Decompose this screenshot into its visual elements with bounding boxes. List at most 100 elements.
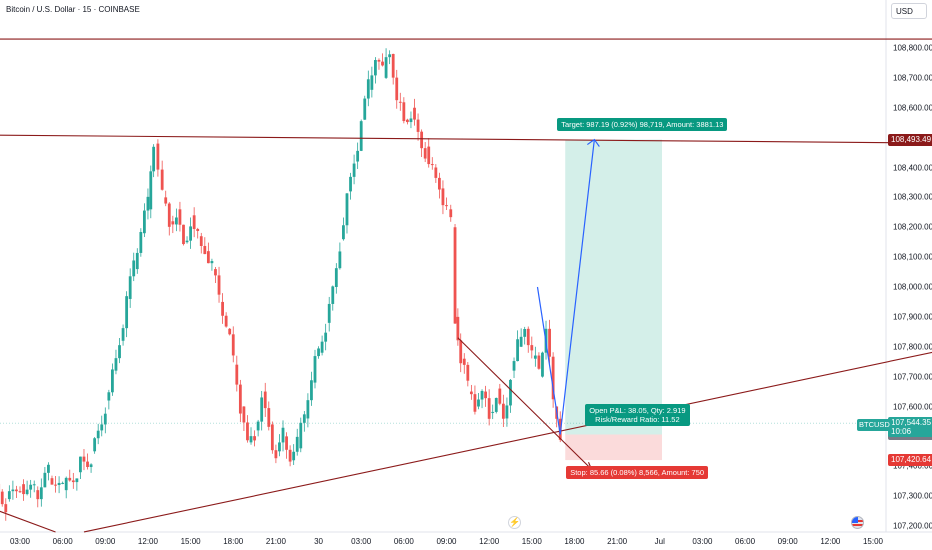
candle-body (324, 332, 328, 342)
y-tick-label: 107,800.00 (893, 342, 932, 352)
candle-body (349, 176, 352, 192)
candle-body (469, 391, 473, 395)
candle-body (196, 228, 200, 232)
y-tick-label: 108,600.00 (893, 103, 932, 113)
candle-body (121, 328, 125, 341)
candle-body (480, 390, 484, 400)
candle-body (537, 355, 541, 369)
lightning-icon[interactable]: ⚡ (508, 516, 521, 529)
candle-body (456, 316, 460, 341)
candle-body (430, 164, 434, 166)
candle-body (231, 334, 235, 356)
candle-body (416, 119, 420, 132)
candle-body (352, 163, 356, 177)
candle-body (103, 413, 107, 425)
candle-body (249, 436, 253, 443)
y-tick-label: 108,000.00 (893, 282, 932, 292)
candle-body (281, 427, 285, 443)
candle-body (100, 424, 104, 431)
x-tick-label: 03:00 (351, 537, 372, 546)
symbol-tag: BTCUSD (857, 419, 892, 431)
candle-body (75, 478, 79, 483)
candle-body (167, 203, 171, 227)
x-tick-label: 30 (314, 537, 323, 546)
candle-body (86, 461, 89, 468)
candle-body (135, 252, 139, 270)
candle-body (342, 225, 345, 240)
currency-selector[interactable]: USD (891, 3, 927, 19)
candle-body (548, 328, 551, 357)
candle-body (494, 397, 498, 412)
candle-body (82, 456, 86, 462)
candle-body (274, 450, 278, 459)
candle-body (423, 148, 427, 159)
candle-body (302, 414, 306, 423)
candle-body (533, 355, 537, 359)
candle-body (295, 436, 299, 452)
candle-body (427, 146, 431, 165)
open-pl-label[interactable]: Open P&L: 38.05, Qty: 2.919 Risk/Reward … (585, 404, 690, 427)
x-tick-label: 12:00 (820, 537, 841, 546)
candle-body (39, 487, 43, 500)
candle-body (359, 121, 363, 151)
candle-body (199, 236, 203, 246)
candle-body (47, 464, 50, 473)
candle-body (238, 384, 242, 414)
candle-body (217, 275, 221, 295)
candle-body (93, 438, 97, 452)
x-tick-label: 09:00 (436, 537, 457, 546)
candle-body (487, 398, 491, 419)
candle-body (288, 449, 292, 462)
candle-body (338, 251, 342, 269)
candle-body (224, 315, 228, 327)
candle-body (366, 79, 370, 99)
candle-body (391, 53, 395, 78)
stop-label[interactable]: Stop: 85.66 (0.08%) 8,566, Amount: 750 (566, 466, 709, 480)
candle-body (7, 491, 11, 500)
x-tick-label: 06:00 (735, 537, 756, 546)
candle-body (107, 392, 111, 401)
candle-body (139, 232, 143, 253)
candle-body (174, 217, 178, 225)
candle-body (345, 193, 349, 226)
candle-body (505, 405, 509, 419)
falling-trend-2-line (457, 337, 592, 470)
stop-price-tag: 107,420.64 (888, 454, 932, 467)
candle-body (299, 422, 303, 449)
candle-body (57, 482, 61, 486)
y-tick-label: 107,600.00 (893, 402, 932, 411)
candle-body (310, 380, 313, 401)
candle-body (235, 364, 239, 385)
y-tick-label: 108,200.00 (893, 222, 932, 232)
candle-body (36, 490, 40, 500)
x-tick-label: Jul (654, 537, 665, 546)
x-tick-label: 09:00 (777, 537, 798, 546)
candle-body (96, 430, 100, 439)
candle-body (114, 358, 118, 371)
x-tick-label: 06:00 (52, 537, 73, 546)
target-zone (565, 139, 662, 435)
candle-body (178, 209, 182, 225)
candle-body (526, 328, 530, 346)
candle-body (285, 436, 288, 450)
candle-body (437, 177, 441, 190)
projection-arrow (536, 139, 595, 435)
candle-body (25, 489, 29, 495)
x-tick-label: 15:00 (521, 537, 542, 546)
x-tick-label: 12:00 (479, 537, 500, 546)
candle-body (388, 54, 392, 58)
x-tick-label: 03:00 (692, 537, 713, 546)
candle-body (453, 227, 457, 324)
candle-body (50, 478, 54, 485)
candle-body (214, 269, 217, 276)
candle-body (516, 339, 519, 362)
candle-body (142, 210, 146, 234)
y-tick-label: 108,300.00 (893, 192, 932, 202)
x-tick-label: 06:00 (393, 537, 414, 546)
candle-body (395, 77, 399, 101)
candle-body (523, 329, 527, 337)
target-label[interactable]: Target: 987.19 (0.92%) 98,719, Amount: 3… (557, 117, 728, 131)
candle-body (512, 361, 516, 371)
